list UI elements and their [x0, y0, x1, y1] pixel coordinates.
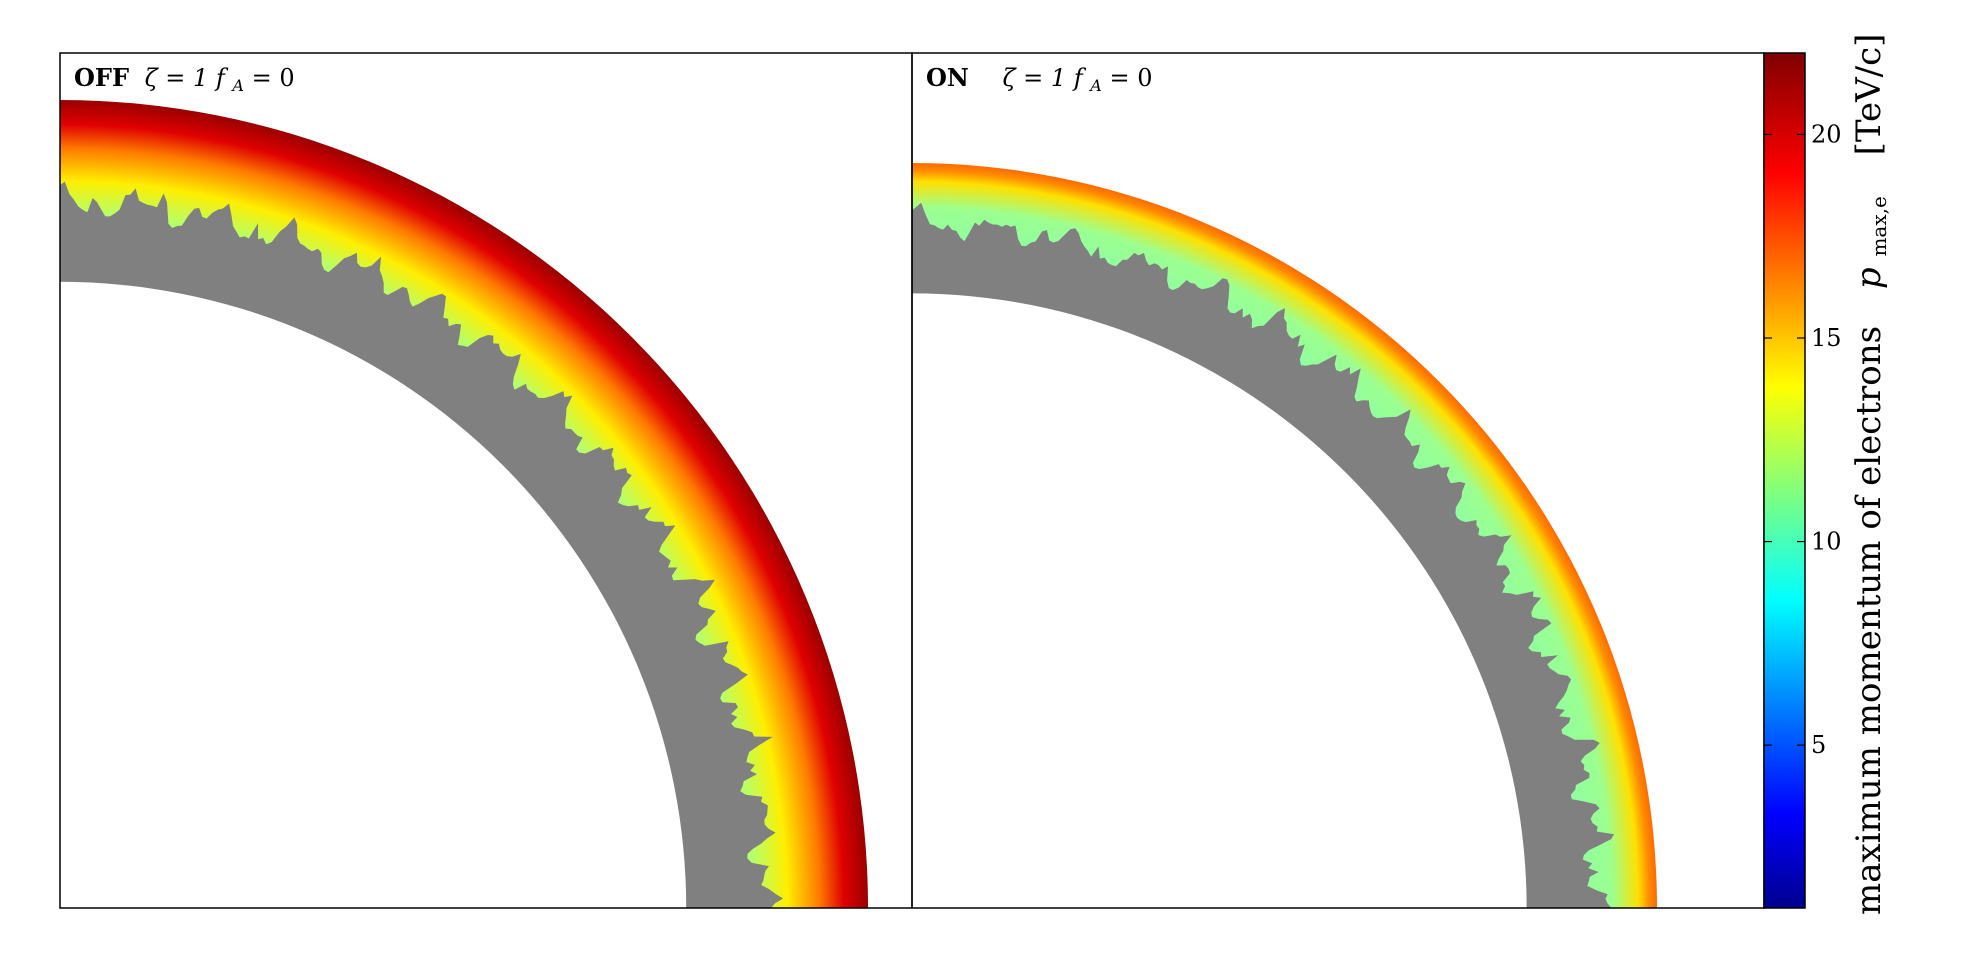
- colorbar-tick-label: 15: [1811, 324, 1842, 352]
- colorbar-tick-label: 5: [1811, 731, 1826, 759]
- panel-on-sub: A: [1088, 76, 1102, 95]
- colorbar-tick-label: 20: [1811, 120, 1842, 148]
- panel-on-mode: ON: [926, 63, 969, 92]
- panel-off: [60, 53, 912, 908]
- panel-on: [912, 53, 1764, 908]
- colorbar-ticks: 5 10 15 20: [1764, 120, 1842, 759]
- colorbar-title: maximum momentum of electrons p max,e [T…: [1849, 34, 1895, 915]
- panel-off-params: ζ = 1 f: [145, 64, 229, 92]
- panel-on-tail: = 0: [1109, 64, 1152, 92]
- panel-off-label: OFF ζ = 1 f A = 0: [74, 63, 295, 97]
- panel-off-mode: OFF: [74, 63, 129, 92]
- colorbar-symbol-sub: max,e: [1867, 196, 1891, 256]
- colorbar: [1763, 52, 1806, 909]
- colorbar-unit: [TeV/c]: [1849, 34, 1889, 156]
- panel-off-sub: A: [230, 76, 244, 95]
- panel-on-params: ζ = 1 f: [1002, 64, 1086, 92]
- colorbar-tick-label: 10: [1811, 528, 1842, 556]
- ejecta-region-on: [912, 202, 1615, 908]
- colorbar-symbol: p: [1849, 267, 1889, 289]
- panel-on-label: ON ζ = 1 f A = 0: [926, 63, 1153, 97]
- panel-off-tail: = 0: [252, 64, 295, 92]
- ejecta-region-off: [60, 181, 784, 908]
- colorbar-title-text: maximum momentum of electrons: [1849, 326, 1889, 915]
